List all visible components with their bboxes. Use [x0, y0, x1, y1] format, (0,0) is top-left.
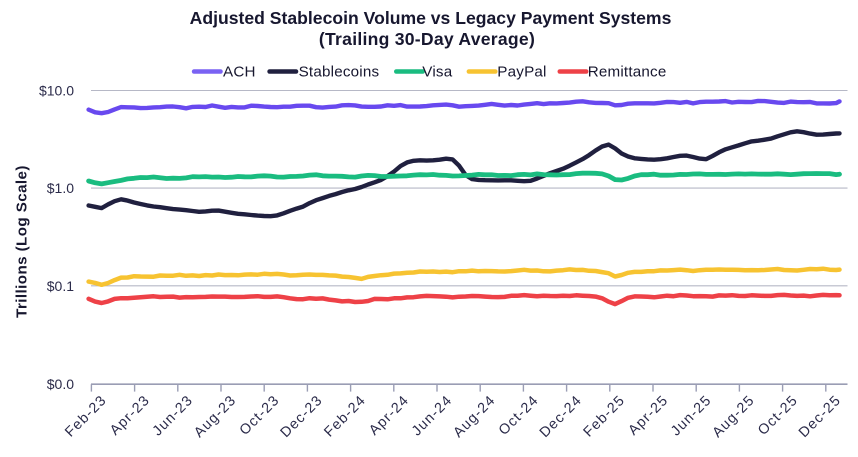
svg-text:Remittance: Remittance [588, 63, 667, 80]
svg-text:Stablecoins: Stablecoins [299, 63, 380, 80]
svg-text:Adjusted Stablecoin Volume vs: Adjusted Stablecoin Volume vs Legacy Pay… [190, 8, 672, 28]
svg-text:Trillions (Log Scale): Trillions (Log Scale) [13, 165, 30, 318]
svg-text:$10.0: $10.0 [39, 83, 74, 99]
svg-text:ACH: ACH [223, 63, 256, 80]
svg-text:(Trailing 30-Day Average): (Trailing 30-Day Average) [319, 29, 535, 49]
svg-text:$1.0: $1.0 [47, 180, 74, 196]
svg-text:Visa: Visa [422, 63, 452, 80]
svg-text:PayPal: PayPal [497, 63, 546, 80]
svg-text:$0.1: $0.1 [47, 278, 74, 294]
svg-text:$0.0: $0.0 [47, 376, 74, 392]
